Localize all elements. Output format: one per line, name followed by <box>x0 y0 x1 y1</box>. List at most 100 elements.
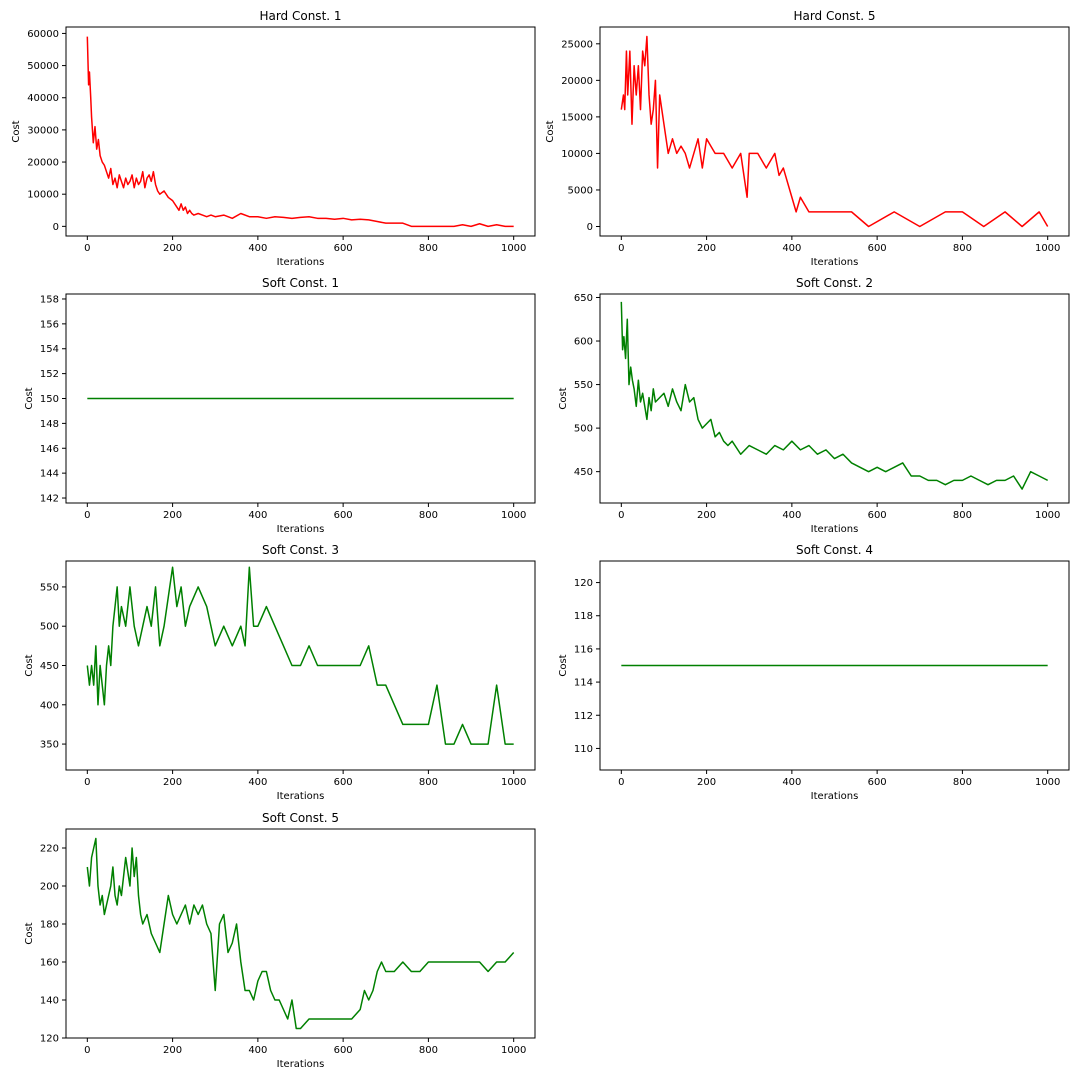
y-tick-label-soft1: 154 <box>40 344 59 355</box>
x-tick-label-hard1: 400 <box>248 243 267 254</box>
y-tick-label-soft3: 450 <box>40 661 59 672</box>
x-tick-label-soft2: 400 <box>782 510 801 521</box>
y-tick-label-soft3: 400 <box>40 700 59 711</box>
x-tick-label-hard1: 0 <box>84 243 90 254</box>
subplot-soft2: 0 200 400 600 800 1000 450 500 550 600 650 Soft Con… <box>558 276 1070 535</box>
y-tick-label-hard5: 5000 <box>568 185 593 196</box>
y-tick-label-soft1: 150 <box>40 394 59 405</box>
xlabel-soft3: Iterations <box>277 791 325 802</box>
y-tick-label-soft5: 120 <box>40 1034 59 1045</box>
y-tick-label-soft3: 500 <box>40 622 59 633</box>
x-tick-label-soft1: 1000 <box>501 510 526 521</box>
y-tick-label-soft5: 140 <box>40 996 59 1007</box>
y-tick-label-soft4: 120 <box>574 578 593 589</box>
x-tick-label-soft1: 0 <box>84 510 90 521</box>
series-line-soft2-0 <box>620 301 1049 490</box>
x-tick-label-soft2: 1000 <box>1035 510 1060 521</box>
x-tick-label-soft1: 200 <box>163 510 182 521</box>
y-tick-label-soft1: 158 <box>40 294 59 305</box>
x-tick-label-soft2: 0 <box>618 510 624 521</box>
x-tick-label-soft5: 400 <box>248 1045 267 1056</box>
y-tick-label-soft5: 200 <box>40 882 59 893</box>
y-tick-label-soft3: 350 <box>40 740 59 751</box>
x-tick-label-soft5: 200 <box>163 1045 182 1056</box>
title-soft4: Soft Const. 4 <box>796 543 873 557</box>
ylabel-soft4: Cost <box>558 654 569 676</box>
axes-frame-hard1 <box>65 26 536 237</box>
title-hard5: Hard Const. 5 <box>793 9 875 23</box>
y-tick-label-hard1: 0 <box>53 222 59 233</box>
x-tick-label-soft3: 400 <box>248 777 267 788</box>
y-tick-label-hard5: 0 <box>587 222 593 233</box>
x-tick-label-soft2: 800 <box>953 510 972 521</box>
x-tick-label-soft4: 400 <box>782 777 801 788</box>
series-line-hard1-0 <box>86 36 514 228</box>
y-tick-label-hard5: 20000 <box>561 76 593 87</box>
x-tick-label-soft5: 0 <box>84 1045 90 1056</box>
x-tick-label-soft1: 800 <box>419 510 438 521</box>
title-hard1: Hard Const. 1 <box>259 9 341 23</box>
y-tick-label-soft4: 118 <box>574 611 593 622</box>
y-tick-label-soft5: 220 <box>40 844 59 855</box>
y-tick-label-soft5: 180 <box>40 920 59 931</box>
y-tick-label-hard5: 15000 <box>561 112 593 123</box>
axes-frame-hard5 <box>599 26 1070 237</box>
y-tick-label-soft2: 650 <box>574 293 593 304</box>
y-tick-label-soft1: 142 <box>40 494 59 505</box>
axes-frame-soft5 <box>65 828 536 1039</box>
y-tick-label-hard1: 10000 <box>27 190 59 201</box>
ylabel-soft1: Cost <box>24 387 35 409</box>
ylabel-soft3: Cost <box>24 654 35 676</box>
y-tick-label-soft4: 112 <box>574 711 593 722</box>
x-tick-label-soft1: 400 <box>248 510 267 521</box>
subplot-soft5: 0 200 400 600 800 1000 120 140 160 180 200 220 Soft … <box>24 811 536 1070</box>
x-tick-label-hard5: 200 <box>697 243 716 254</box>
xlabel-soft1: Iterations <box>277 524 325 535</box>
xlabel-soft2: Iterations <box>811 524 859 535</box>
x-tick-label-soft2: 200 <box>697 510 716 521</box>
y-tick-label-soft1: 148 <box>40 419 59 430</box>
ylabel-hard5: Cost <box>545 120 556 142</box>
y-tick-label-soft4: 116 <box>574 644 593 655</box>
x-tick-label-soft3: 200 <box>163 777 182 788</box>
title-soft3: Soft Const. 3 <box>262 543 339 557</box>
x-tick-label-hard1: 200 <box>163 243 182 254</box>
title-soft1: Soft Const. 1 <box>262 276 339 290</box>
xlabel-hard5: Iterations <box>811 257 859 268</box>
x-tick-label-hard5: 600 <box>868 243 887 254</box>
x-tick-label-hard1: 1000 <box>501 243 526 254</box>
subplot-hard1: 0 200 400 600 800 100001000020000300004000050… <box>11 9 536 268</box>
subplot-hard5: 0 200 400 600 800 100005000100001500020000250… <box>545 9 1070 268</box>
x-tick-label-soft3: 0 <box>84 777 90 788</box>
x-tick-label-soft3: 600 <box>334 777 353 788</box>
y-tick-label-hard1: 50000 <box>27 61 59 72</box>
x-tick-label-soft1: 600 <box>334 510 353 521</box>
y-tick-label-soft5: 160 <box>40 958 59 969</box>
series-line-soft5-0 <box>86 837 515 1030</box>
y-tick-label-soft1: 156 <box>40 319 59 330</box>
axes-frame-soft4 <box>599 560 1070 771</box>
x-tick-label-hard5: 400 <box>782 243 801 254</box>
y-tick-label-hard1: 20000 <box>27 158 59 169</box>
x-tick-label-soft5: 800 <box>419 1045 438 1056</box>
y-tick-label-hard1: 40000 <box>27 93 59 104</box>
title-soft2: Soft Const. 2 <box>796 276 873 290</box>
y-tick-label-soft1: 144 <box>40 469 59 480</box>
x-tick-label-soft4: 1000 <box>1035 777 1060 788</box>
y-tick-label-hard5: 10000 <box>561 149 593 160</box>
y-tick-label-soft2: 550 <box>574 380 593 391</box>
y-tick-label-soft4: 114 <box>574 678 593 689</box>
y-tick-label-soft2: 450 <box>574 467 593 478</box>
x-tick-label-hard1: 800 <box>419 243 438 254</box>
y-tick-label-hard5: 25000 <box>561 39 593 50</box>
ylabel-soft5: Cost <box>24 922 35 944</box>
ylabel-soft2: Cost <box>558 387 569 409</box>
subplot-soft4: 0 200 400 600 800 1000 110 112 114 116 118 120 Soft … <box>558 543 1070 802</box>
x-tick-label-soft4: 800 <box>953 777 972 788</box>
xlabel-soft5: Iterations <box>277 1059 325 1070</box>
y-tick-label-soft3: 550 <box>40 582 59 593</box>
y-tick-label-soft4: 110 <box>574 744 593 755</box>
series-line-soft3-0 <box>86 566 514 745</box>
x-tick-label-soft2: 600 <box>868 510 887 521</box>
